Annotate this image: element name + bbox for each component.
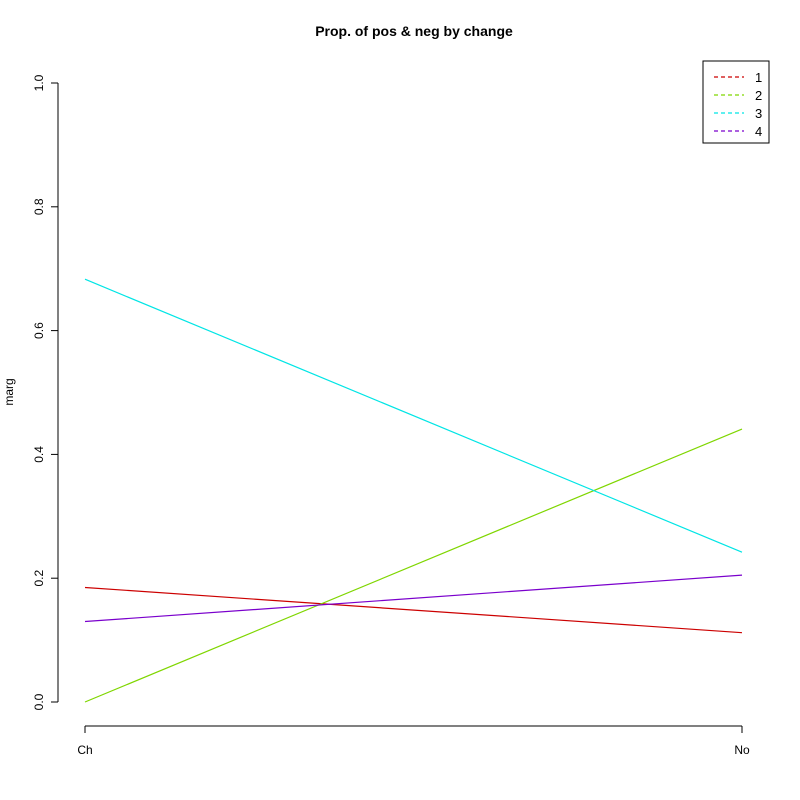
legend-label-4: 4 xyxy=(755,124,762,139)
y-tick-label: 1.0 xyxy=(32,74,46,91)
legend-box xyxy=(702,60,770,144)
series-line-1 xyxy=(84,586,743,634)
y-tick-label: 0.0 xyxy=(32,693,46,710)
series-line-4 xyxy=(84,574,743,623)
y-tick-label: 0.4 xyxy=(32,446,46,463)
y-axis: 0.0 0.2 0.4 0.6 0.8 1.0 xyxy=(32,74,59,710)
x-tick-label: Ch xyxy=(77,743,92,757)
legend-label-3: 3 xyxy=(755,106,762,121)
legend-label-2: 2 xyxy=(755,88,762,103)
y-tick-label: 0.6 xyxy=(32,322,46,339)
series-line-2 xyxy=(84,428,743,703)
x-axis: Ch No xyxy=(77,725,750,757)
series-layer xyxy=(84,278,743,703)
y-axis-label: marg xyxy=(2,378,16,405)
legend-label-1: 1 xyxy=(755,70,762,85)
legend: 1 2 3 4 xyxy=(702,60,770,144)
y-tick-label: 0.8 xyxy=(32,198,46,215)
x-tick-label: No xyxy=(734,743,750,757)
series-line-3 xyxy=(84,278,743,553)
chart-title: Prop. of pos & neg by change xyxy=(315,23,513,39)
y-tick-label: 0.2 xyxy=(32,570,46,587)
